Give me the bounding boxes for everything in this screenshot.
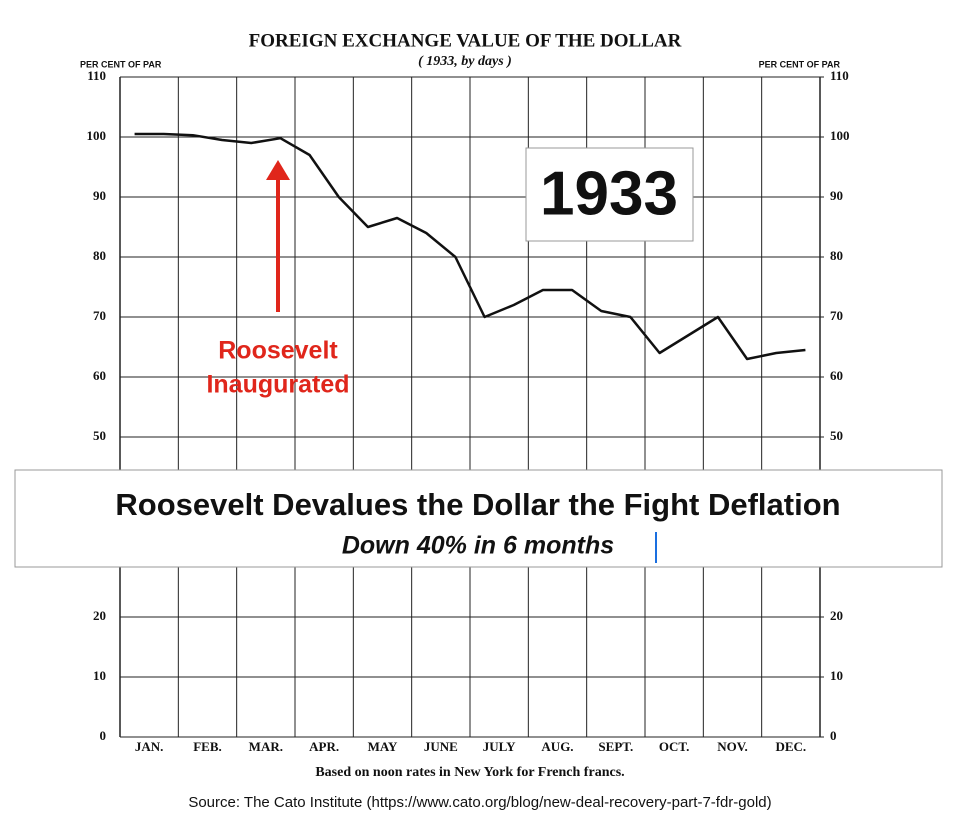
x-tick-label: MAR. [249, 739, 283, 754]
headline: Roosevelt Devalues the Dollar the Fight … [115, 487, 840, 522]
x-tick-label: FEB. [193, 739, 222, 754]
y-tick-label: 0 [100, 728, 107, 743]
y2-tick-label: 50 [830, 428, 843, 443]
y2-tick-label: 80 [830, 248, 843, 263]
arrow-label: Roosevelt [218, 337, 338, 365]
y-tick-label: 80 [93, 248, 106, 263]
y2-tick-label: 90 [830, 188, 843, 203]
y2-tick-label: 70 [830, 308, 843, 323]
arrow-label: Inaugurated [206, 371, 349, 399]
chart-subtitle: ( 1933, by days ) [418, 54, 512, 69]
x-tick-label: OCT. [659, 739, 689, 754]
x-tick-label: AUG. [541, 739, 573, 754]
annotation-layer: 1933 Roosevelt Inaugurated Roosevelt Dev… [14, 147, 943, 568]
y2-tick-label: 0 [830, 728, 837, 743]
x-tick-label: JAN. [135, 739, 164, 754]
y-axis-label: PER CENT OF PAR [80, 59, 162, 69]
plot-layer: 0102030405060708090100110010203040506070… [87, 68, 850, 754]
y-tick-label: 100 [87, 128, 107, 143]
source: Source: The Cato Institute (https://www.… [188, 794, 771, 811]
headline-box [14, 469, 943, 568]
footnote: Based on noon rates in New York for Fren… [315, 765, 624, 780]
x-tick-label: MAY [368, 739, 398, 754]
y2-tick-label: 100 [830, 128, 850, 143]
y-tick-label: 90 [93, 188, 106, 203]
year-label: 1933 [540, 159, 678, 228]
y-tick-label: 10 [93, 668, 106, 683]
x-tick-label: JUNE [424, 739, 458, 754]
year-box [525, 147, 694, 242]
x-tick-label: DEC. [775, 739, 806, 754]
x-tick-label: APR. [309, 739, 339, 754]
y2-tick-label: 110 [830, 68, 849, 83]
x-tick-label: NOV. [717, 739, 747, 754]
chart-title: FOREIGN EXCHANGE VALUE OF THE DOLLAR [249, 30, 682, 51]
y-tick-label: 60 [93, 368, 106, 383]
y2-tick-label: 10 [830, 668, 843, 683]
subheadline: Down 40% in 6 months [342, 532, 614, 560]
y-tick-label: 50 [93, 428, 106, 443]
data-line [134, 132, 806, 361]
y-tick-label: 20 [93, 608, 106, 623]
y-tick-label: 70 [93, 308, 106, 323]
y2-axis-label: PER CENT OF PAR [759, 59, 841, 69]
arrow-head [266, 160, 290, 180]
y-tick-label: 110 [87, 68, 106, 83]
y2-tick-label: 60 [830, 368, 843, 383]
y2-tick-label: 20 [830, 608, 843, 623]
x-tick-label: SEPT. [598, 739, 633, 754]
x-tick-label: JULY [483, 739, 516, 754]
